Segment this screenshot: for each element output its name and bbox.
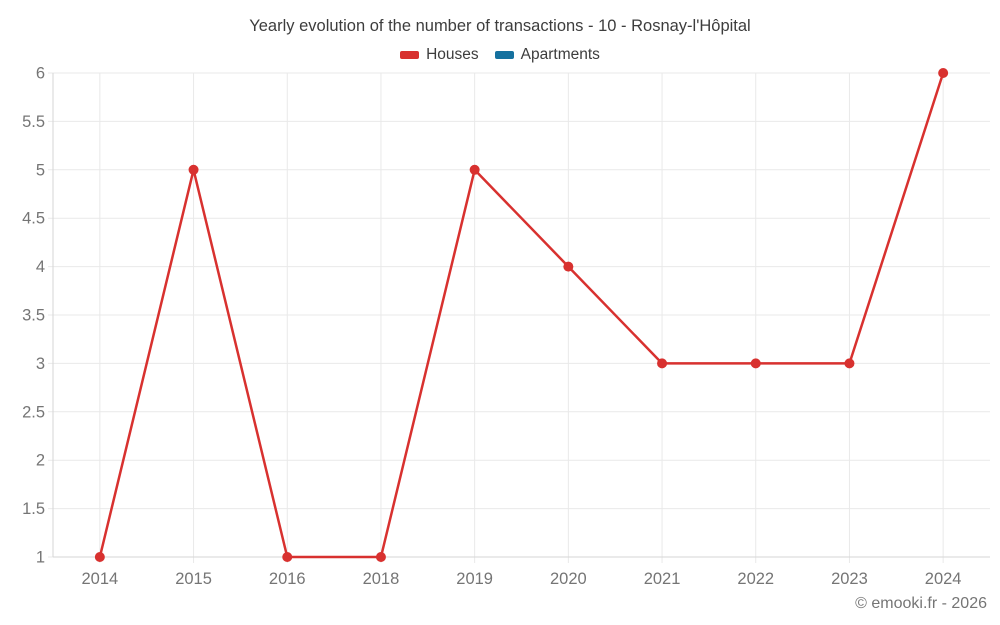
y-axis-tick-label: 6	[36, 65, 45, 83]
y-axis-tick-label: 3	[36, 355, 45, 373]
x-axis-tick-label: 2023	[831, 570, 868, 588]
data-point-houses-2020[interactable]	[563, 261, 574, 272]
data-point-houses-2015[interactable]	[188, 164, 199, 175]
series-line-houses	[98, 71, 945, 559]
chart-title: Yearly evolution of the number of transa…	[249, 17, 751, 35]
data-point-houses-2021[interactable]	[657, 358, 668, 369]
data-point-houses-2014[interactable]	[94, 552, 105, 562]
x-axis-tick-label: 2018	[363, 570, 400, 588]
legend-label-apartments: Apartments	[520, 46, 600, 63]
x-axis-tick-label: 2021	[644, 570, 681, 588]
y-axis-tick-label: 3.5	[22, 307, 45, 325]
x-axis-tick-label: 2014	[81, 570, 118, 588]
y-axis-tick-label: 5.5	[22, 113, 45, 131]
y-axis-tick-label: 4	[36, 258, 45, 276]
data-point-houses-2024[interactable]	[938, 68, 949, 78]
y-axis-tick-label: 5	[36, 161, 45, 179]
legend: Houses Apartments	[0, 46, 1000, 64]
data-point-houses-2016[interactable]	[282, 552, 293, 562]
x-axis-tick-label: 2015	[175, 570, 212, 588]
legend-item-apartments[interactable]: Apartments	[494, 46, 600, 64]
y-axis-tick-label: 1.5	[22, 500, 45, 518]
watermark: © emooki.fr - 2026	[855, 595, 987, 612]
x-axis-tick-label: 2020	[550, 570, 587, 588]
x-axis-tick-label: 2024	[925, 570, 962, 588]
y-axis-tick-label: 4.5	[22, 210, 45, 228]
y-axis-tick-label: 2	[36, 452, 45, 470]
x-axis-tick-label: 2016	[269, 570, 306, 588]
y-axis-tick-label: 1	[36, 549, 45, 567]
data-point-houses-2018[interactable]	[375, 552, 386, 562]
legend-item-houses[interactable]: Houses	[400, 46, 479, 64]
apartments-series-swatch-icon	[494, 51, 514, 59]
data-point-houses-2019[interactable]	[469, 164, 480, 175]
x-axis-tick-label: 2022	[737, 570, 774, 588]
data-point-houses-2023[interactable]	[844, 358, 855, 369]
houses-series-swatch-icon	[400, 51, 420, 59]
legend-label-houses: Houses	[426, 46, 479, 63]
x-axis-tick-label: 2019	[456, 570, 493, 588]
y-axis-tick-label: 2.5	[22, 403, 45, 421]
data-point-houses-2022[interactable]	[750, 358, 761, 369]
